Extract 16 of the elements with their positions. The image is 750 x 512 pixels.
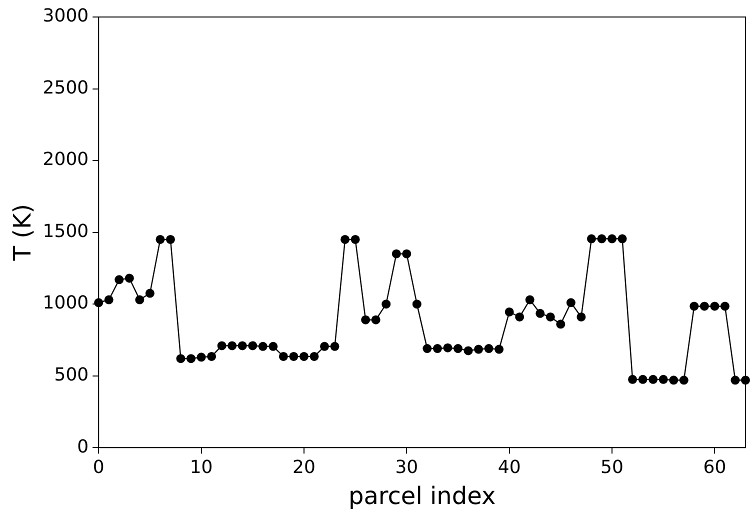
x-tick-label: 10 bbox=[190, 457, 213, 478]
y-tick-label: 1000 bbox=[42, 292, 89, 314]
y-tick-label: 3000 bbox=[42, 6, 89, 27]
x-tick-label: 60 bbox=[703, 457, 726, 478]
x-tick-label: 20 bbox=[292, 457, 316, 478]
y-tick-label: 1500 bbox=[42, 220, 89, 242]
x-tick-label: 40 bbox=[498, 457, 521, 478]
x-tick-label: 50 bbox=[600, 457, 624, 478]
x-tick-label: 30 bbox=[395, 457, 418, 478]
x-axis-title: parcel index bbox=[348, 482, 496, 510]
y-axis-title: T (K) bbox=[8, 204, 37, 262]
x-tick-label: 0 bbox=[92, 457, 104, 478]
y-tick-label: 500 bbox=[54, 364, 89, 386]
y-tick-label: 2500 bbox=[42, 77, 89, 98]
y-tick-label: 0 bbox=[77, 436, 89, 458]
y-tick-label: 2000 bbox=[42, 149, 89, 170]
